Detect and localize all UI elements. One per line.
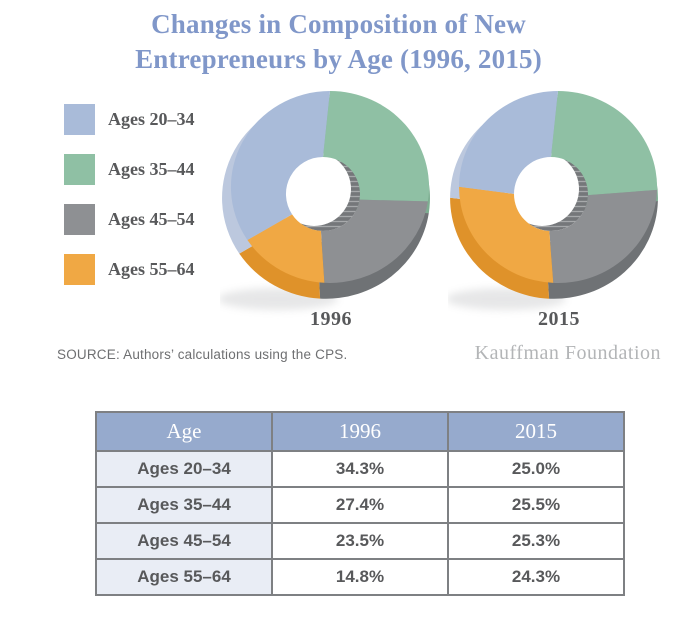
table-row-ages-55-64: Ages 55–64 14.8% 24.3% [95, 558, 625, 596]
donut-chart-2015: 2015 [448, 84, 670, 344]
legend-swatch-ages-55-64 [64, 254, 95, 285]
table-row-header: Ages 45–54 [95, 522, 273, 560]
table-header-age: Age [95, 411, 273, 452]
legend-item-ages-20-34: Ages 20–34 [64, 104, 195, 135]
table-row-header: Ages 55–64 [95, 558, 273, 596]
table-cell: 14.8% [271, 558, 449, 596]
page-title: Changes in Composition of New Entreprene… [0, 7, 677, 77]
donut-slice-ages-35-44 [551, 90, 658, 196]
table-header-1996: 1996 [271, 411, 449, 452]
donut-slice-ages-20-34 [230, 90, 330, 240]
donut-svg-1996 [220, 90, 430, 310]
donut-slice-ages-45-54 [549, 189, 657, 284]
table-header-row: Age 1996 2015 [95, 411, 625, 452]
legend-item-ages-35-44: Ages 35–44 [64, 154, 195, 185]
chart-legend: Ages 20–34 Ages 35–44 Ages 45–54 Ages 55–64 [64, 104, 195, 304]
legend-label: Ages 45–54 [108, 209, 195, 229]
chart-year-label-2015: 2015 [538, 308, 580, 330]
source-note: SOURCE: Authors’ calculations using the … [57, 347, 348, 362]
legend-item-ages-55-64: Ages 55–64 [64, 254, 195, 285]
age-composition-table: Age 1996 2015 Ages 20–34 34.3% 25.0% Ages 35–4… [95, 411, 625, 596]
table-cell: 27.4% [271, 486, 449, 524]
table-cell: 25.3% [447, 522, 625, 560]
table-cell: 25.0% [447, 450, 625, 488]
page-title-line-1: Changes in Composition of New [151, 9, 526, 39]
legend-item-ages-45-54: Ages 45–54 [64, 204, 195, 235]
donut-slice-ages-35-44 [323, 91, 430, 202]
table-cell: 34.3% [271, 450, 449, 488]
donut-slice-ages-45-54 [320, 199, 428, 283]
table-row-header: Ages 20–34 [95, 450, 273, 488]
donut-chart-1996: 1996 [220, 84, 442, 344]
page-title-line-2: Entrepreneurs by Age (1996, 2015) [135, 44, 542, 74]
legend-label: Ages 20–34 [108, 109, 195, 129]
legend-swatch-ages-35-44 [64, 154, 95, 185]
donut-slice-ages-20-34 [459, 91, 558, 194]
donut-hole [277, 152, 351, 226]
table-row-ages-45-54: Ages 45–54 23.5% 25.3% [95, 522, 625, 560]
table-row-header: Ages 35–44 [95, 486, 273, 524]
donut-slice-ages-55-64 [458, 186, 554, 283]
table-row-ages-35-44: Ages 35–44 27.4% 25.5% [95, 486, 625, 524]
donut-hole [505, 152, 579, 226]
legend-label: Ages 55–64 [108, 259, 195, 279]
table-row-ages-20-34: Ages 20–34 34.3% 25.0% [95, 450, 625, 488]
donut-svg-2015 [448, 90, 658, 310]
legend-swatch-ages-20-34 [64, 104, 95, 135]
table-header-2015: 2015 [447, 411, 625, 452]
legend-label: Ages 35–44 [108, 159, 195, 179]
kauffman-foundation-wordmark: Kauffman Foundation [474, 342, 661, 364]
chart-year-label-1996: 1996 [310, 308, 352, 330]
legend-swatch-ages-45-54 [64, 204, 95, 235]
table-cell: 23.5% [271, 522, 449, 560]
donut-slice-ages-55-64 [247, 214, 325, 283]
table-cell: 25.5% [447, 486, 625, 524]
table-cell: 24.3% [447, 558, 625, 596]
